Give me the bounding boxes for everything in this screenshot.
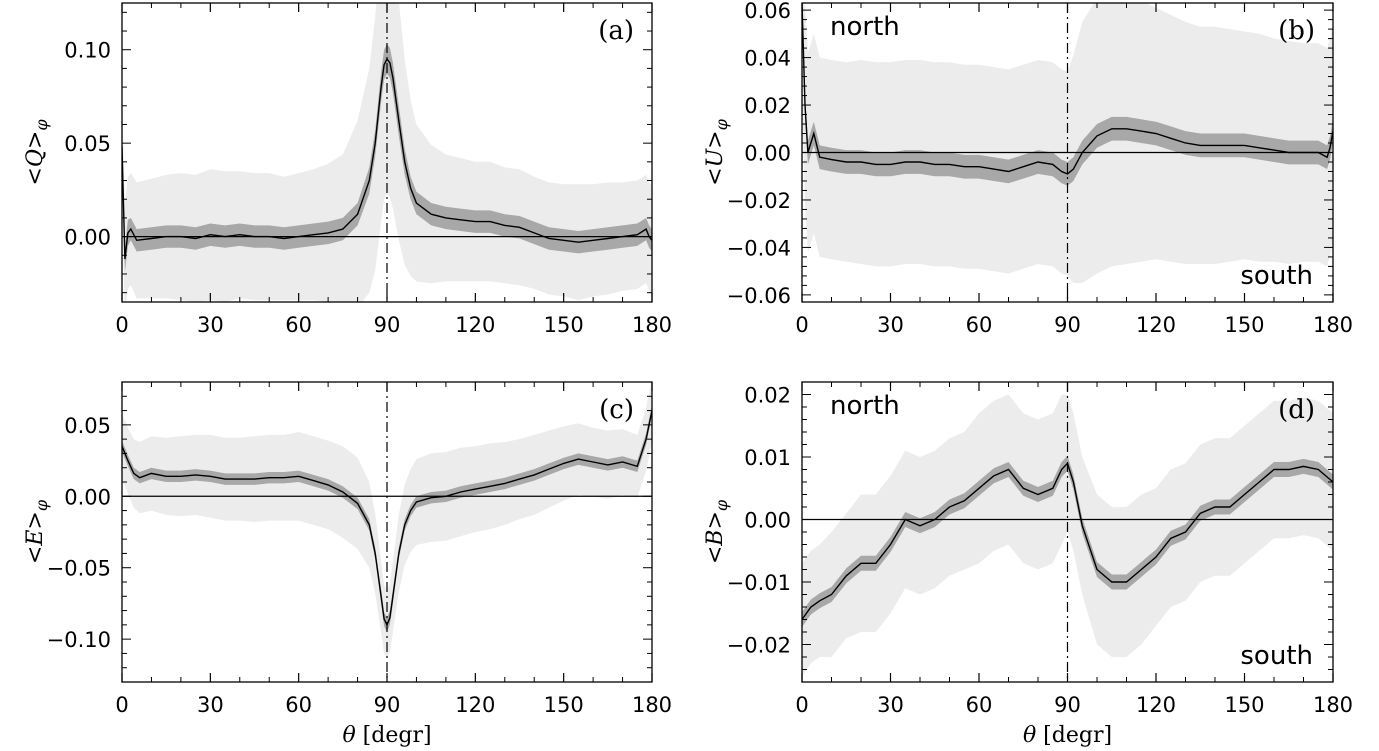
y-tick-label: 0.05: [64, 132, 111, 156]
x-tick-label: 150: [544, 313, 584, 337]
x-tick-label: 30: [877, 693, 904, 717]
y-tick-label: 0.05: [64, 414, 111, 438]
y-tick-label: 0.06: [744, 0, 791, 23]
y-tick-label: 0.00: [744, 509, 791, 533]
y-tick-label: −0.10: [47, 628, 111, 652]
y-axis-label: <B>φ: [703, 499, 731, 564]
panel-label: (b): [1278, 16, 1315, 46]
y-tick-label: 0.00: [744, 142, 791, 166]
y-tick-label: −0.02: [727, 634, 791, 658]
outer-spread-band: [802, 394, 1333, 676]
x-tick-label: 0: [115, 693, 128, 717]
x-tick-label: 180: [1313, 313, 1353, 337]
south-label: south: [1240, 261, 1313, 291]
inner-spread-band: [122, 44, 652, 273]
y-tick-label: 0.01: [744, 446, 791, 470]
plot-area: [802, 3, 1333, 302]
panel-b: 0 30 60 90 120 150 180 −0.06 −0.04 −0.02 0.00 0.02 0…: [703, 0, 1353, 337]
plot-area: [122, 3, 652, 302]
y-axis-label: <Q>φ: [23, 119, 51, 186]
x-tick-label: 120: [1136, 313, 1176, 337]
x-tick-label: 180: [632, 313, 672, 337]
x-tick-label: 150: [1224, 693, 1264, 717]
y-tick-label: 0.02: [744, 384, 791, 408]
x-tick-label: 120: [1136, 693, 1176, 717]
x-tick-label: 60: [966, 313, 993, 337]
x-tick-label: 0: [115, 313, 128, 337]
inner-spread-band: [802, 455, 1333, 627]
north-label: north: [830, 391, 900, 421]
x-tick-label: 180: [632, 693, 672, 717]
y-tick-label: −0.05: [47, 557, 111, 581]
y-tick-label: −0.04: [727, 236, 791, 260]
panel-label: (c): [599, 395, 634, 425]
x-tick-label: 150: [1224, 313, 1264, 337]
x-axis-label: θ [degr]: [342, 723, 431, 748]
x-tick-label: 60: [285, 693, 312, 717]
x-axis-label: θ [degr]: [1023, 723, 1112, 748]
panel-label: (d): [1278, 395, 1315, 425]
x-tick-label: 30: [877, 313, 904, 337]
x-tick-label: 120: [455, 313, 495, 337]
x-tick-label: 120: [455, 693, 495, 717]
x-tick-label: 0: [795, 693, 808, 717]
y-tick-label: 0.00: [64, 226, 111, 250]
y-axis-label: <E>φ: [23, 499, 51, 564]
x-tick-label: 90: [374, 693, 401, 717]
x-tick-label: 30: [197, 693, 224, 717]
y-tick-label: 0.04: [744, 47, 791, 71]
mean-series-line: [802, 3, 1333, 175]
y-tick-label: 0.02: [744, 94, 791, 118]
y-tick-label: −0.02: [727, 189, 791, 213]
plot-area: [122, 382, 652, 682]
x-tick-label: 60: [966, 693, 993, 717]
y-tick-label: −0.01: [727, 571, 791, 595]
x-tick-label: 0: [795, 313, 808, 337]
panel-c: 0 30 60 90 120 150 180 −0.10 −0.05 0.00 0.05 <E>φ θ …: [23, 381, 672, 748]
mean-series-line: [802, 461, 1333, 620]
y-tick-label: 0.00: [64, 485, 111, 509]
x-tick-label: 180: [1313, 693, 1353, 717]
panel-label: (a): [598, 16, 634, 46]
south-label: south: [1240, 641, 1313, 671]
x-tick-label: 150: [544, 693, 584, 717]
x-tick-label: 90: [374, 313, 401, 337]
x-tick-label: 60: [285, 313, 312, 337]
y-axis-label: <U>φ: [703, 118, 731, 185]
inner-spread-band: [802, 3, 1333, 186]
x-tick-label: 90: [1054, 693, 1081, 717]
y-tick-label: 0.10: [64, 39, 111, 63]
outer-spread-band: [122, 382, 652, 660]
plot-area: [802, 382, 1333, 682]
panel-a: 0 30 60 90 120 150 180 0.00 0.05 0.10 <Q>φ (a): [23, 2, 672, 337]
x-tick-label: 90: [1054, 313, 1081, 337]
north-label: north: [830, 12, 900, 42]
mean-series-line: [122, 57, 652, 260]
y-tick-label: −0.06: [727, 284, 791, 308]
panel-d: 0 30 60 90 120 150 180 −0.02 −0.01 0.00 0.01 0.02 <B…: [703, 381, 1353, 748]
mean-series-line: [122, 410, 652, 627]
x-tick-label: 30: [197, 313, 224, 337]
